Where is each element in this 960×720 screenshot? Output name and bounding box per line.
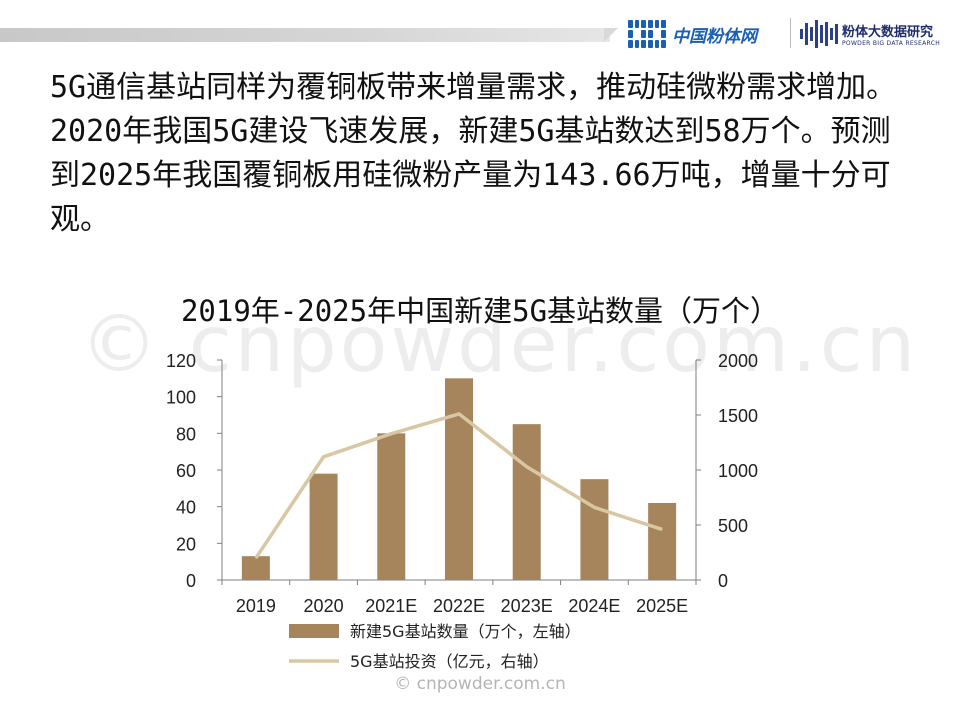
left-tick-label: 100 bbox=[166, 388, 196, 408]
bar-2020 bbox=[309, 473, 338, 580]
bar-2022E bbox=[445, 378, 473, 580]
bar-2023E bbox=[512, 424, 541, 580]
investment-point-2019 bbox=[255, 557, 257, 559]
bar-2021E bbox=[377, 433, 406, 580]
legend-bar-label: 新建5G基站数量（万个，左轴） bbox=[350, 622, 581, 641]
watermark: © cnpowder.com.cn bbox=[80, 300, 919, 390]
bar-2019 bbox=[241, 556, 270, 580]
investment-point-2022E bbox=[458, 413, 460, 415]
x-tick-label: 2023E bbox=[501, 596, 553, 616]
left-tick-label: 60 bbox=[176, 461, 196, 481]
x-tick-label: 2024E bbox=[568, 596, 620, 616]
chart-title: 2019年-2025年中国新建5G基站数量（万个） bbox=[180, 294, 780, 328]
cnpowder-logo-text: 中国粉体网 bbox=[672, 26, 757, 47]
logo2-subtitle: POWDER BIG DATA RESEARCH bbox=[842, 40, 941, 47]
legend-bar-swatch bbox=[289, 624, 339, 638]
investment-point-2020 bbox=[323, 456, 325, 458]
legend-line-label: 5G基站投资（亿元，右轴） bbox=[350, 652, 549, 671]
right-tick-label: 500 bbox=[718, 516, 748, 536]
x-tick-label: 2021E bbox=[365, 596, 417, 616]
left-tick-label: 80 bbox=[176, 424, 196, 444]
cnpowder-logo-icon bbox=[628, 20, 666, 48]
intro-paragraph: 5G通信基站同样为覆铜板带来增量需求，推动硅微粉需求增加。2020年我国5G建设… bbox=[50, 70, 897, 237]
x-tick-label: 2020 bbox=[304, 596, 344, 616]
investment-point-2023E bbox=[526, 466, 528, 468]
investment-point-2021E bbox=[390, 433, 392, 435]
header-bar-tail bbox=[604, 28, 618, 42]
right-tick-label: 0 bbox=[718, 571, 728, 591]
powder-big-data-logo[interactable]: 粉体大数据研究 POWDER BIG DATA RESEARCH bbox=[800, 16, 940, 52]
right-tick-label: 1500 bbox=[718, 406, 758, 426]
bar-2025E bbox=[648, 503, 677, 580]
header-bar bbox=[0, 28, 610, 42]
cnpowder-logo[interactable]: 中国粉体网 bbox=[628, 16, 757, 52]
logo-divider bbox=[790, 18, 791, 48]
left-tick-label: 20 bbox=[176, 534, 196, 554]
bar-2024E bbox=[580, 479, 609, 580]
right-tick-label: 1000 bbox=[718, 461, 758, 481]
logo2-title: 粉体大数据研究 bbox=[842, 25, 934, 40]
x-tick-label: 2025E bbox=[636, 596, 688, 616]
bar-graph-icon bbox=[800, 19, 838, 49]
left-tick-label: 0 bbox=[186, 571, 196, 591]
footer-copyright: © cnpowder.com.cn bbox=[394, 674, 566, 694]
investment-point-2024E bbox=[593, 506, 595, 508]
x-tick-label: 2019 bbox=[236, 596, 276, 616]
left-tick-label: 40 bbox=[176, 498, 196, 518]
investment-point-2025E bbox=[661, 528, 663, 530]
x-tick-label: 2022E bbox=[433, 596, 485, 616]
right-tick-label: 2000 bbox=[718, 351, 758, 371]
left-tick-label: 120 bbox=[166, 351, 196, 371]
